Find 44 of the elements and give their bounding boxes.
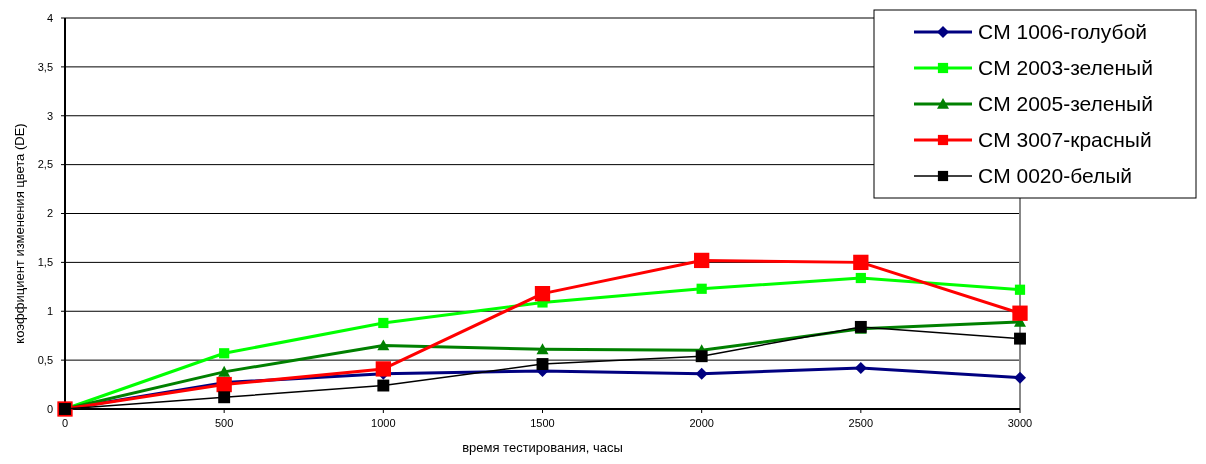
x-tick-label: 0 [61, 417, 69, 429]
point [696, 283, 707, 294]
point [378, 317, 389, 329]
legend-label: CM 0020-белый [978, 164, 1133, 188]
x-tick-label: 3000 [1007, 417, 1033, 429]
point [219, 348, 230, 359]
x-tick-label: 2000 [689, 417, 714, 429]
y-tick-label: 4 [46, 11, 53, 24]
point [216, 376, 232, 393]
y-tick-label: 1 [46, 305, 53, 318]
legend-label: CM 3007-красный [978, 128, 1152, 152]
x-axis-title: время тестирования, часы [462, 440, 623, 455]
y-tick-label: 3,5 [37, 60, 53, 73]
point [218, 365, 231, 377]
point [1012, 305, 1028, 321]
x-tick-label: 2500 [848, 417, 874, 429]
point [695, 367, 708, 380]
y-tick-label: 3 [46, 109, 53, 122]
y-tick-label: 1,5 [37, 256, 53, 269]
point [377, 379, 390, 392]
y-tick-label: 0,5 [37, 353, 53, 366]
point [375, 361, 391, 377]
y-tick-label: 0 [46, 402, 53, 415]
point [377, 339, 390, 351]
point [695, 350, 708, 363]
legend-label: CM 2003-зеленый [978, 56, 1153, 80]
y-tick-label: 2 [46, 207, 53, 220]
x-tick-label: 1000 [371, 417, 396, 429]
point [534, 286, 551, 302]
point [536, 343, 549, 355]
legend-label: CM 2005-зеленый [978, 92, 1153, 116]
point [1014, 332, 1026, 345]
x-tick-label: 1500 [530, 417, 555, 429]
point [853, 254, 869, 271]
x-tick-label: 500 [214, 417, 234, 429]
point [536, 358, 549, 370]
point [1014, 371, 1026, 384]
y-axis-title: коэффициент изменения цвета (DE) [12, 123, 27, 344]
point [1014, 284, 1026, 295]
y-tick-label: 2,5 [37, 158, 53, 171]
point [694, 252, 710, 269]
legend-label: CM 1006-голубой [978, 20, 1148, 44]
point [218, 391, 231, 404]
point [855, 272, 866, 284]
